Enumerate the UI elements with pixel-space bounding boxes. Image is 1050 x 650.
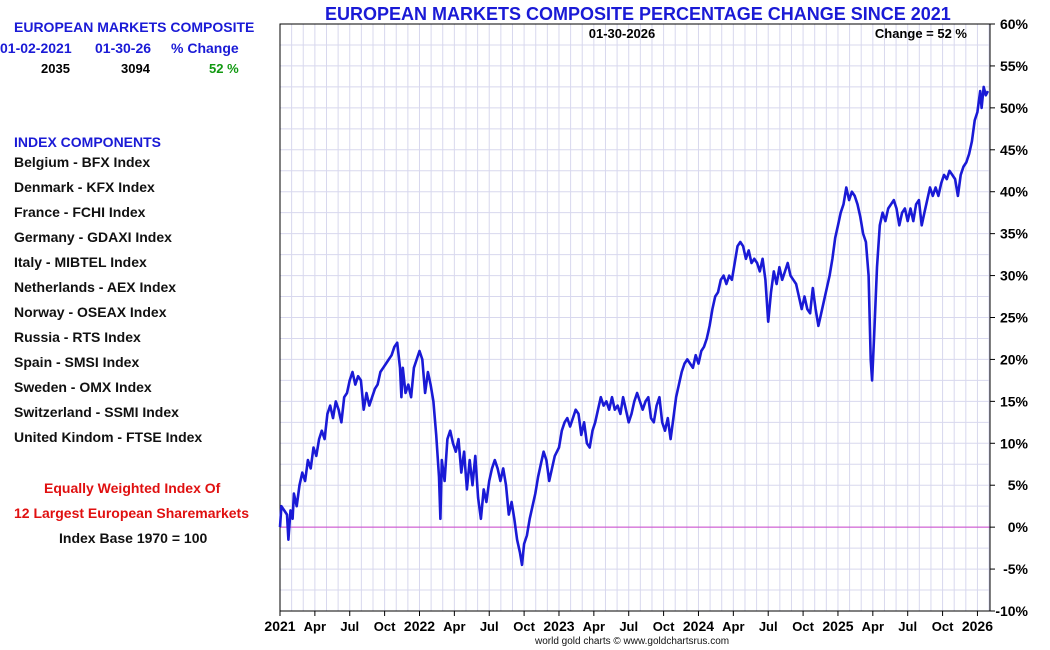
component-item: Sweden - OMX Index: [14, 379, 152, 395]
y-tick-label: 35%: [1000, 226, 1029, 242]
y-tick-label: 40%: [1000, 184, 1029, 200]
y-tick-label: 45%: [1000, 142, 1029, 158]
y-tick-label: -5%: [1003, 561, 1028, 577]
component-item: Denmark - KFX Index: [14, 179, 155, 195]
y-tick-label: -10%: [995, 603, 1028, 619]
note-line2: 12 Largest European Sharemarkets: [14, 505, 249, 521]
component-item: Russia - RTS Index: [14, 329, 141, 345]
y-tick-label: 30%: [1000, 268, 1029, 284]
components-list: Belgium - BFX Index Denmark - KFX Index Fr…: [14, 152, 202, 452]
component-item: Switzerland - SSMI Index: [14, 404, 179, 420]
series-line: [278, 85, 990, 567]
y-axis: -10% -5% 0% 5% 10% 15% 20% 25% 30% 35% 40% 45% 50% 55…: [990, 16, 1029, 619]
y-tick-label: 60%: [1000, 16, 1029, 32]
x-tick-label: Oct: [792, 619, 814, 634]
summary-col3-value: 52 %: [209, 61, 239, 76]
x-tick-label: Jul: [480, 619, 499, 634]
chart-title: EUROPEAN MARKETS COMPOSITE PERCENTAGE CH…: [325, 4, 951, 24]
x-tick-label: Oct: [932, 619, 954, 634]
y-tick-label: 0%: [1008, 519, 1029, 535]
y-tick-label: 55%: [1000, 58, 1029, 74]
summary-col3-label: % Change: [171, 40, 239, 56]
summary-col2-value: 3094: [121, 61, 150, 76]
y-tick-label: 20%: [1000, 351, 1029, 367]
x-tick-label: 2024: [683, 618, 714, 634]
y-tick-label: 15%: [1000, 393, 1029, 409]
component-item: Netherlands - AEX Index: [14, 279, 177, 295]
summary-col1-label: 01-02-2021: [0, 40, 72, 56]
y-tick-label: 25%: [1000, 310, 1029, 326]
components-title: INDEX COMPONENTS: [14, 134, 162, 150]
x-tick-label: Apr: [862, 619, 884, 634]
change-label: Change = 52 %: [875, 26, 968, 41]
x-tick-label: Oct: [653, 619, 675, 634]
x-tick-label: Apr: [583, 619, 605, 634]
summary-col2-label: 01-30-26: [95, 40, 152, 56]
x-tick-label: Jul: [759, 619, 778, 634]
x-tick-label: Oct: [374, 619, 396, 634]
x-tick-label: Jul: [619, 619, 638, 634]
component-item: Germany - GDAXI Index: [14, 229, 172, 245]
note-line3: Index Base 1970 = 100: [59, 530, 208, 546]
x-axis: 2021 Apr Jul Oct 2022 Apr Jul Oct 2023 Apr Jul Oct 2…: [264, 611, 993, 634]
x-tick-label: Apr: [304, 619, 326, 634]
x-tick-label: 2025: [822, 618, 853, 634]
note-line1: Equally Weighted Index Of: [44, 480, 221, 496]
x-tick-label: Jul: [340, 619, 359, 634]
component-item: United Kindom - FTSE Index: [14, 429, 203, 445]
credit-text: world gold charts © www.goldchartsrus.co…: [535, 636, 730, 647]
x-tick-label: 2022: [404, 618, 435, 634]
component-item: Italy - MIBTEL Index: [14, 254, 147, 270]
x-tick-label: 2021: [264, 618, 295, 634]
y-tick-label: 10%: [1000, 435, 1029, 451]
x-tick-label: 2023: [543, 618, 574, 634]
component-item: Spain - SMSI Index: [14, 354, 140, 370]
summary-title: EUROPEAN MARKETS COMPOSITE: [14, 19, 255, 35]
component-item: Belgium - BFX Index: [14, 154, 151, 170]
x-tick-label: Jul: [898, 619, 917, 634]
x-tick-label: Apr: [722, 619, 744, 634]
date-label: 01-30-2026: [589, 26, 656, 41]
grid: [279, 23, 990, 612]
x-tick-label: Oct: [513, 619, 535, 634]
summary-col1-value: 2035: [41, 61, 70, 76]
y-tick-label: 5%: [1008, 477, 1029, 493]
x-tick-label: Apr: [443, 619, 465, 634]
component-item: France - FCHI Index: [14, 204, 146, 220]
component-item: Norway - OSEAX Index: [14, 304, 167, 320]
x-tick-label: 2026: [962, 618, 993, 634]
y-tick-label: 50%: [1000, 100, 1029, 116]
